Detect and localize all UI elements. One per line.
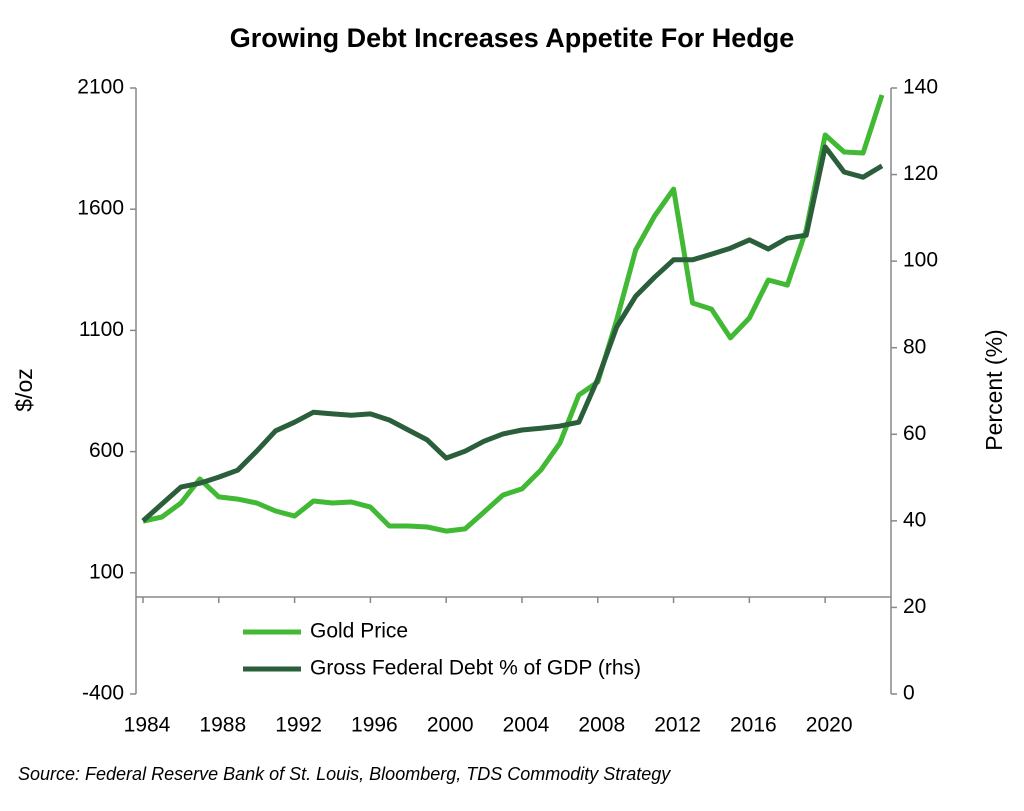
series-line xyxy=(142,94,885,534)
x-tick-label: 2008 xyxy=(578,714,625,737)
legend-label: Gross Federal Debt % of GDP (rhs) xyxy=(310,657,641,680)
x-tick-label: 1984 xyxy=(124,714,171,737)
y2-tick-label: 0 xyxy=(903,682,915,705)
y-tick-label: 2100 xyxy=(77,76,124,99)
legend-label: Gold Price xyxy=(310,620,408,643)
y-tick-label: 600 xyxy=(89,439,124,462)
y-tick-label: 1600 xyxy=(77,197,124,220)
y-tick-label: 1100 xyxy=(79,318,124,341)
x-tick-label: 1992 xyxy=(275,714,322,737)
series-line xyxy=(141,144,884,523)
x-tick-label: 2020 xyxy=(806,714,853,737)
y-tick-label: -400 xyxy=(82,682,124,705)
y2-tick-label: 120 xyxy=(903,162,938,185)
x-tick-label: 2004 xyxy=(503,714,550,737)
y2-axis-label: Percent (%) xyxy=(981,329,1007,450)
x-tick-label: 1996 xyxy=(351,714,398,737)
y2-tick-label: 140 xyxy=(903,76,938,99)
x-tick-label: 2000 xyxy=(427,714,474,737)
y2-tick-label: 40 xyxy=(903,508,926,531)
y2-tick-label: 80 xyxy=(903,335,926,358)
y-axis-label: $/oz xyxy=(11,368,37,411)
x-tick-label: 1988 xyxy=(199,714,246,737)
y2-tick-label: 20 xyxy=(903,595,926,618)
y-tick-label: 100 xyxy=(89,560,124,583)
chart-title: Growing Debt Increases Appetite For Hedg… xyxy=(230,23,795,53)
x-tick-label: 2012 xyxy=(654,714,701,737)
x-tick-label: 2016 xyxy=(730,714,777,737)
source-note: Source: Federal Reserve Bank of St. Loui… xyxy=(18,764,671,784)
y2-tick-label: 100 xyxy=(903,249,938,272)
y2-tick-label: 60 xyxy=(903,422,926,445)
